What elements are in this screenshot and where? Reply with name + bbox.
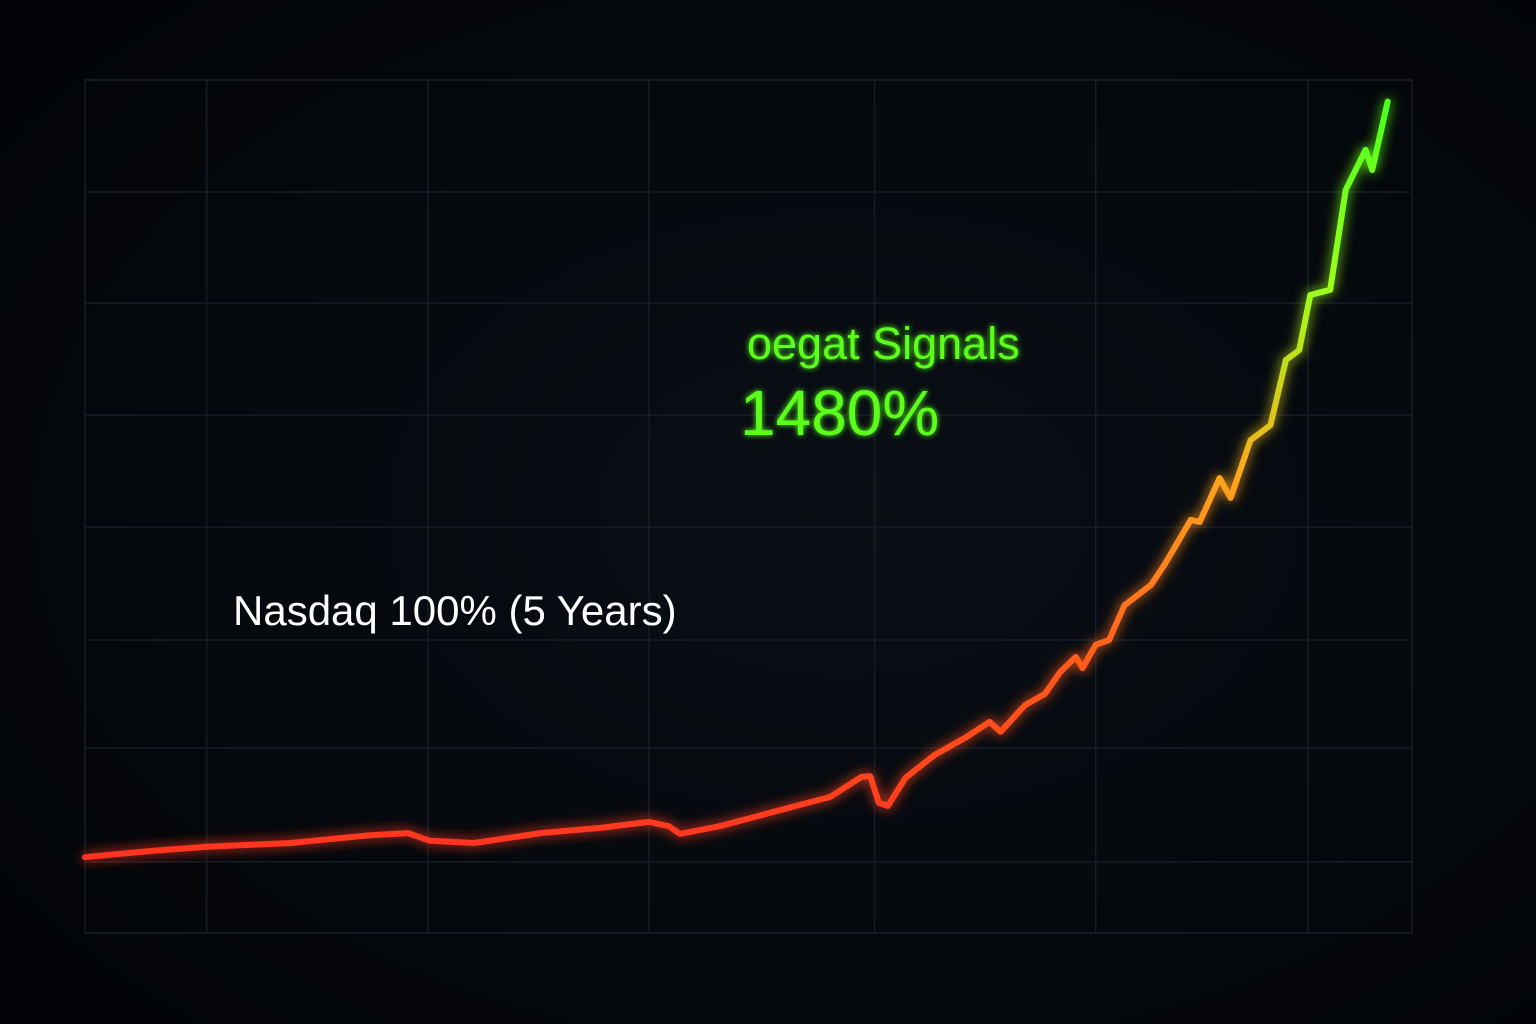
nasdaq-label: Nasdaq 100% (5 Years) — [233, 587, 677, 634]
series-line — [82, 98, 1391, 861]
signals-label: oegat Signals — [747, 318, 1020, 369]
signals-return: 1480% — [740, 377, 939, 449]
